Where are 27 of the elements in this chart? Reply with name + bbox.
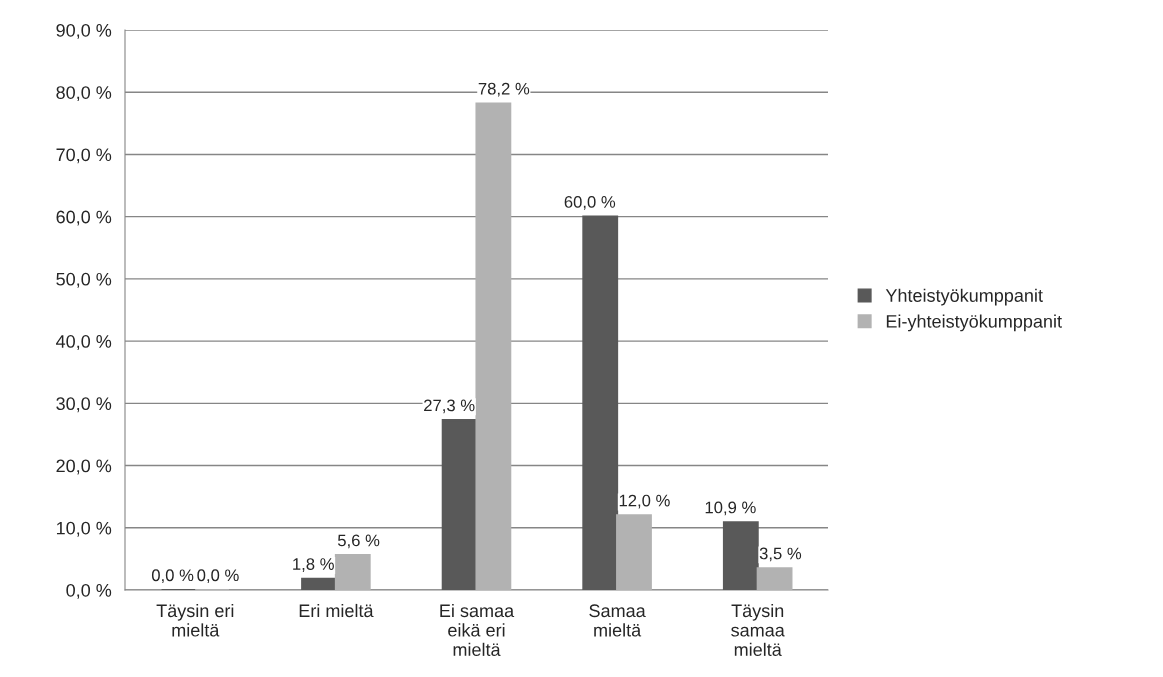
y-tick-label: 60,0 % bbox=[56, 210, 112, 226]
data-label: 78,2 % bbox=[478, 82, 530, 97]
x-tick-label: Täysin samaa mieltä bbox=[731, 603, 785, 657]
data-label: 0,0 % bbox=[151, 569, 194, 584]
data-label: 5,6 % bbox=[337, 534, 380, 549]
data-label: 0,0 % bbox=[197, 569, 239, 584]
y-tick-label: 70,0 % bbox=[56, 148, 112, 164]
x-tick-label: Täysin eri mieltä bbox=[156, 603, 234, 637]
data-label: 60,0 % bbox=[564, 196, 616, 210]
y-tick-label: 0,0 % bbox=[66, 583, 112, 599]
legend-label: Ei-yhteistyökumppanit bbox=[886, 314, 1062, 332]
y-tick-label: 90,0 % bbox=[56, 23, 112, 39]
y-tick-label: 10,0 % bbox=[56, 521, 112, 537]
data-label: 12,0 % bbox=[619, 494, 670, 509]
y-tick-label: 80,0 % bbox=[56, 86, 112, 102]
data-label: 1,8 % bbox=[293, 558, 334, 572]
x-tick-label: Ei samaa eikä eri mieltä bbox=[440, 603, 515, 657]
y-tick-label: 50,0 % bbox=[56, 272, 112, 288]
data-label: 10,9 % bbox=[705, 501, 756, 516]
y-tick-label: 30,0 % bbox=[56, 397, 112, 413]
data-label: 27,3 % bbox=[424, 399, 475, 414]
y-tick-label: 20,0 % bbox=[56, 459, 112, 475]
y-tick-label: 40,0 % bbox=[56, 335, 112, 350]
legend-label: Yhteistyökumppanit bbox=[885, 288, 1043, 306]
x-tick-label: Eri mieltä bbox=[299, 603, 374, 618]
x-tick-label: Samaa mieltä bbox=[589, 604, 646, 637]
data-label: 3,5 % bbox=[759, 547, 802, 562]
